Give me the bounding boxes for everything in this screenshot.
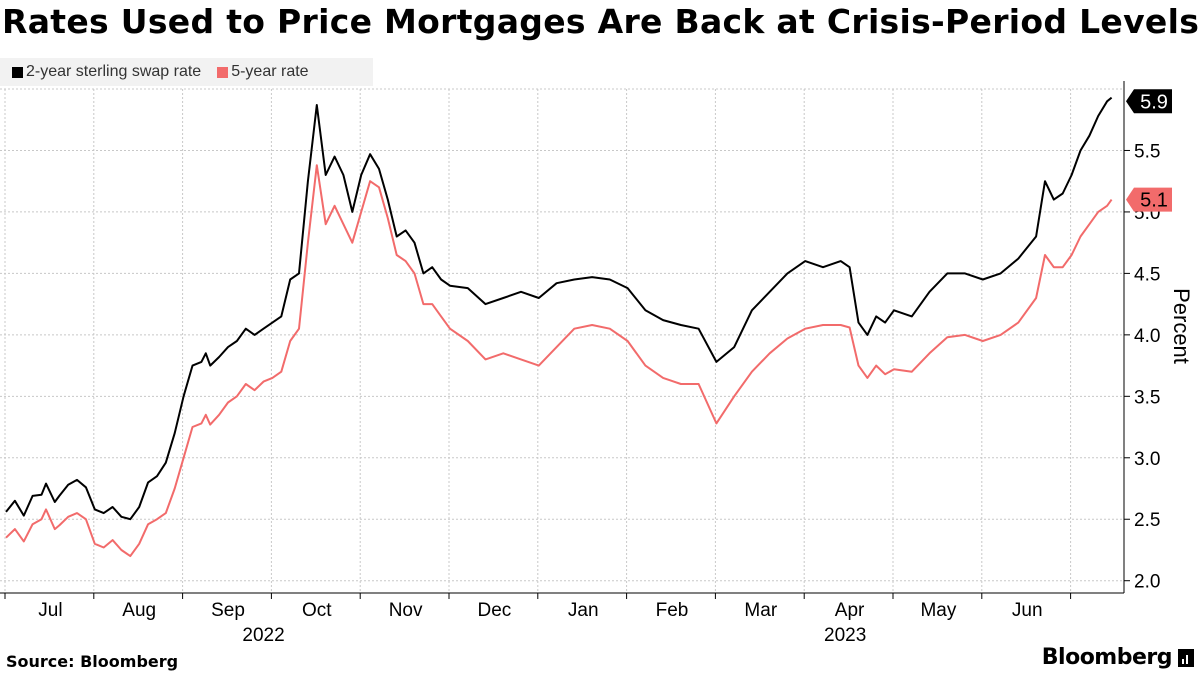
y-tick-label: 2.0 xyxy=(1134,572,1160,593)
year-label: 2023 xyxy=(824,625,866,646)
legend-label-5-year: 5-year rate xyxy=(231,63,309,80)
x-tick-label: Aug xyxy=(122,600,156,621)
x-tick-label: Mar xyxy=(744,600,777,621)
end-value-2-year: 5.9 xyxy=(1140,91,1168,113)
source-note: Source: Bloomberg xyxy=(6,652,179,671)
chart-title: Rates Used to Price Mortgages Are Back a… xyxy=(2,2,1200,41)
year-label: 2022 xyxy=(242,625,284,646)
end-value-5-year: 5.1 xyxy=(1140,190,1168,212)
x-tick-label: Apr xyxy=(835,600,865,621)
legend-label-2-year: 2-year sterling swap rate xyxy=(26,63,202,80)
legend-swatch-2-year xyxy=(12,66,23,78)
y-tick-label: 5.5 xyxy=(1134,141,1160,162)
end-value-flag xyxy=(1126,89,1172,114)
brand-logo: Bloomberg xyxy=(1042,645,1194,670)
y-tick-label: 3.0 xyxy=(1134,449,1160,470)
legend-swatch-5-year xyxy=(217,66,229,78)
y-tick-label: 2.5 xyxy=(1134,510,1160,531)
legend-item-2-year[interactable]: 2-year sterling swap rate xyxy=(12,63,201,81)
x-tick-label: Jan xyxy=(568,600,599,621)
series-line-5-year[interactable] xyxy=(5,164,1113,558)
legend: 2-year sterling swap rate 5-year rate xyxy=(0,58,373,86)
y-axis-title: Percent xyxy=(1169,288,1194,364)
x-tick-label: Feb xyxy=(656,600,689,621)
x-tick-label: Jun xyxy=(1012,600,1043,621)
y-tick-label: 3.5 xyxy=(1134,387,1160,408)
bloomberg-mark-icon xyxy=(1178,648,1194,667)
y-tick-label: 4.0 xyxy=(1134,326,1160,347)
end-value-flag xyxy=(1126,187,1172,212)
x-tick-label: May xyxy=(920,600,956,621)
x-tick-label: Sep xyxy=(211,600,245,621)
x-tick-label: Oct xyxy=(302,600,332,621)
x-tick-label: Dec xyxy=(478,600,512,621)
legend-item-5-year[interactable]: 5-year rate xyxy=(217,63,309,81)
series-line-2-year[interactable] xyxy=(5,96,1113,521)
y-tick-label: 4.5 xyxy=(1134,264,1160,285)
brand-name: Bloomberg xyxy=(1041,645,1173,670)
x-tick-label: Nov xyxy=(389,600,423,621)
x-tick-label: Jul xyxy=(38,600,62,621)
